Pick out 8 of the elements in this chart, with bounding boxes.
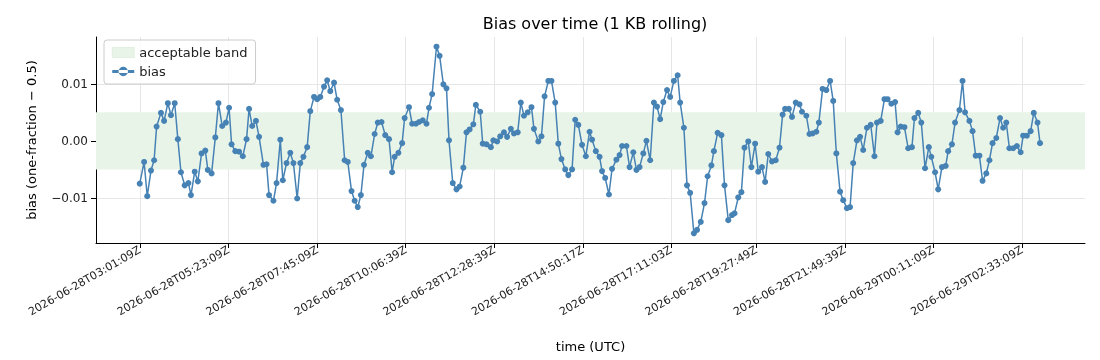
x-axis-title: time (UTC)	[555, 339, 626, 354]
y-tick-label: −0.01	[51, 190, 88, 205]
chart-title: Bias over time (1 KB rolling)	[482, 13, 708, 33]
legend-label: bias	[139, 64, 167, 79]
y-tick-label: 0.00	[61, 133, 88, 148]
legend-label: acceptable band	[139, 45, 248, 60]
y-tick-label: 0.01	[61, 76, 88, 91]
y-axis-title: bias (one-fraction − 0.5)	[24, 60, 39, 220]
